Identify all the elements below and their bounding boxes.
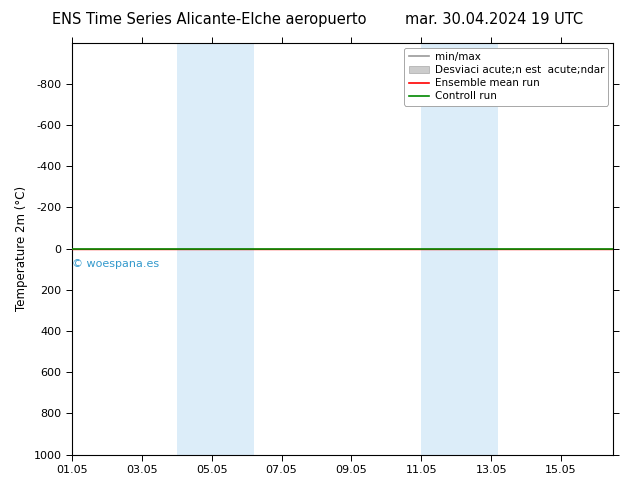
Legend: min/max, Desviaci acute;n est  acute;ndar, Ensemble mean run, Controll run: min/max, Desviaci acute;n est acute;ndar… [404, 48, 608, 105]
Text: mar. 30.04.2024 19 UTC: mar. 30.04.2024 19 UTC [406, 12, 583, 27]
Text: © woespana.es: © woespana.es [72, 259, 159, 269]
Bar [422, 43, 498, 455]
Text: ENS Time Series Alicante-Elche aeropuerto: ENS Time Series Alicante-Elche aeropuert… [52, 12, 366, 27]
Bar [177, 43, 254, 455]
Y-axis label: Temperature 2m (°C): Temperature 2m (°C) [15, 186, 28, 311]
